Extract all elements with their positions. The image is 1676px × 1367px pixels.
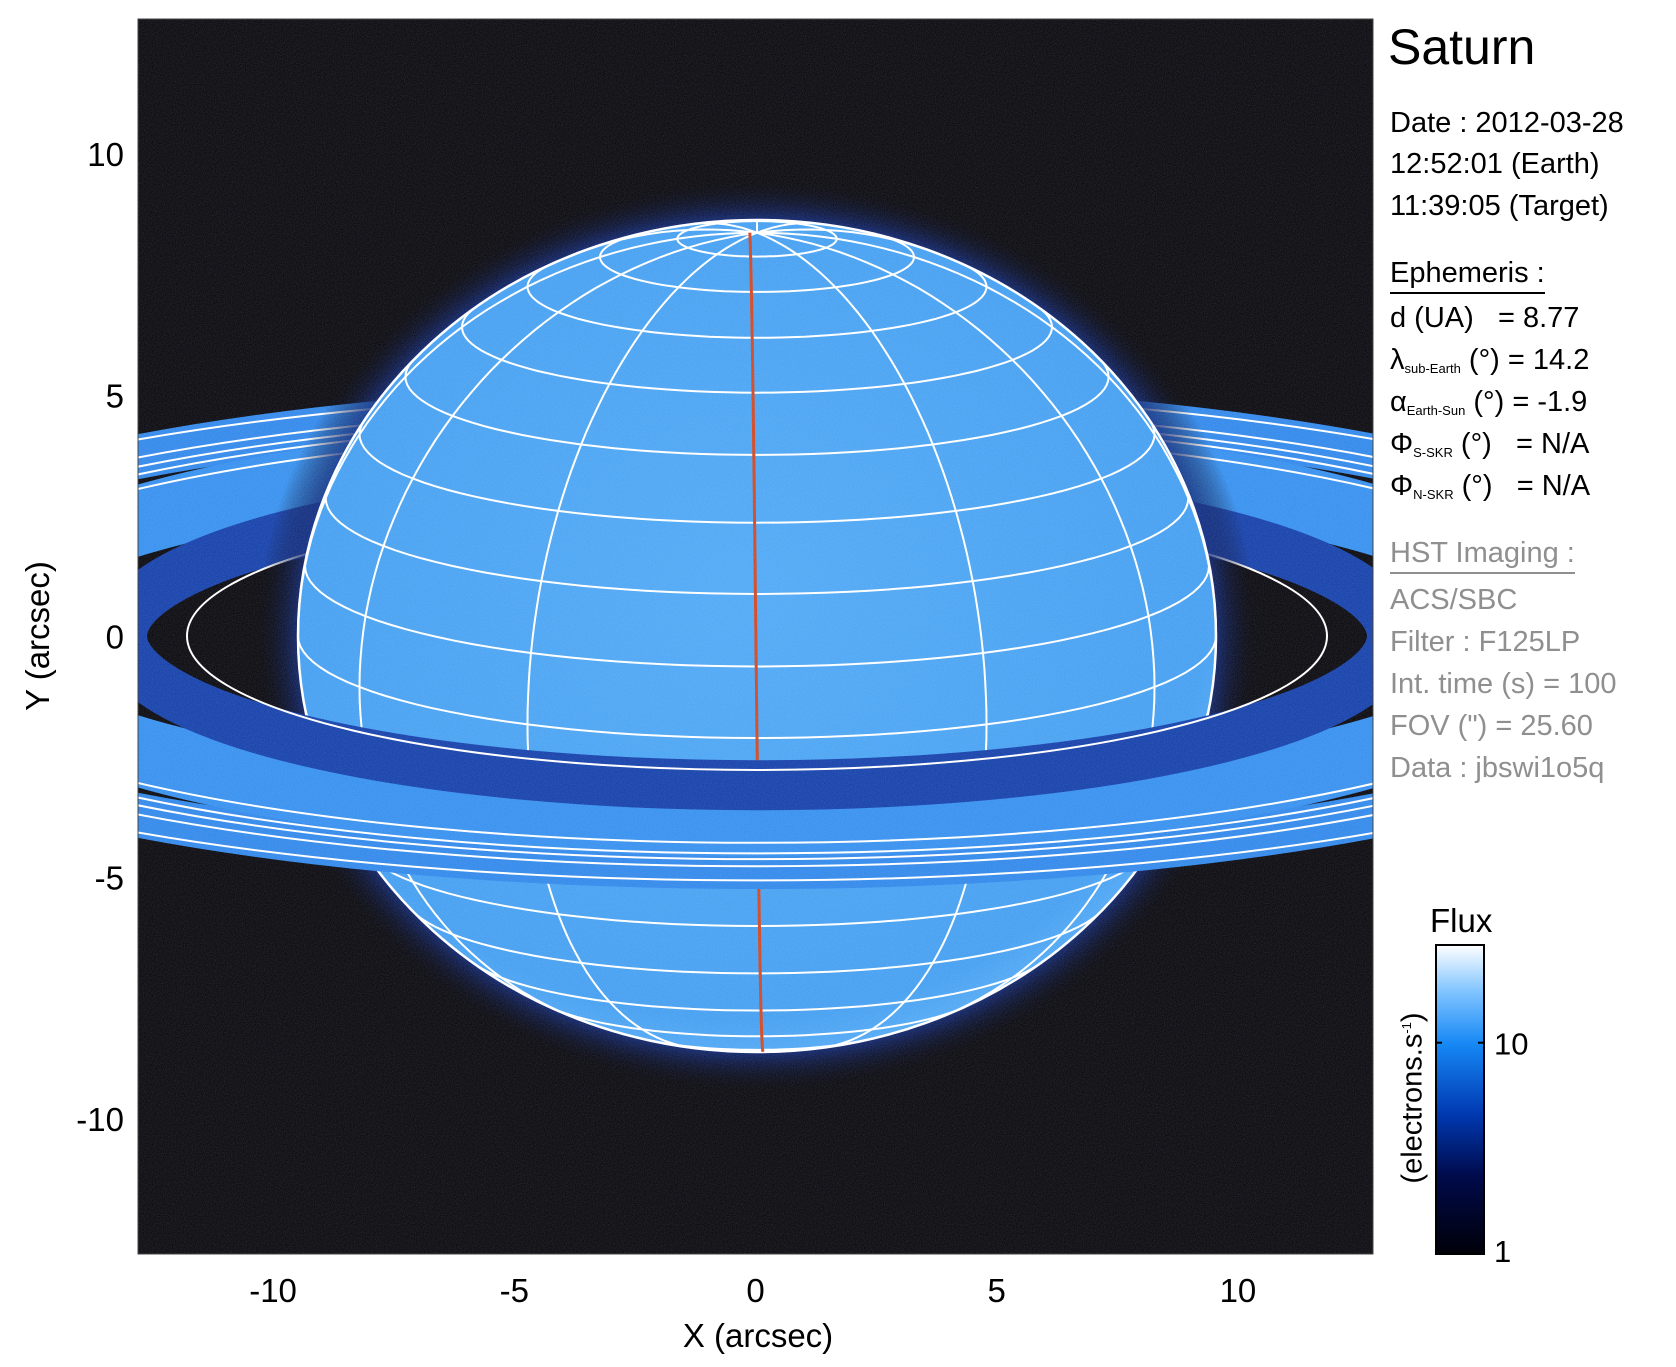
- ephemeris-value: (°) = 14.2: [1460, 344, 1590, 376]
- hst-info-line: Filter : F125LP: [1390, 626, 1581, 658]
- ephemeris-value: (°) = -1.9: [1465, 386, 1588, 418]
- ephemeris-subscript: sub-Earth: [1404, 361, 1461, 376]
- ephemeris-symbol: d (UA): [1390, 302, 1474, 334]
- y-tick-label: 10: [87, 136, 124, 173]
- y-tick-label: 5: [106, 377, 124, 414]
- time-target-text: 11:39:05 (Target): [1390, 190, 1609, 222]
- ephemeris-symbol: α: [1390, 386, 1407, 418]
- x-axis-label: X (arcsec): [682, 1317, 834, 1354]
- ephemeris-symbol: Φ: [1390, 428, 1414, 460]
- ephemeris-symbol: λ: [1390, 344, 1405, 376]
- colorbar-title: Flux: [1430, 902, 1493, 939]
- ephemeris-value: (°) = N/A: [1452, 428, 1590, 460]
- colorbar-label-sup: -1: [1398, 1022, 1414, 1034]
- ephemeris-row: d (UA) = 8.77: [1390, 304, 1579, 333]
- hst-heading: HST Imaging :: [1390, 539, 1575, 574]
- x-tick-label: -5: [500, 1272, 529, 1309]
- hst-info-line: Data : jbswi1o5q: [1390, 752, 1605, 784]
- x-tick-label: -10: [249, 1272, 297, 1309]
- ephemeris-value: (°) = N/A: [1453, 470, 1591, 502]
- ephemeris-row: αEarth-Sun (°) = -1.9: [1390, 388, 1587, 425]
- colorbar: [1435, 944, 1485, 1255]
- noise-texture: [138, 19, 1373, 1254]
- ephemeris-subscript: Earth-Sun: [1406, 403, 1466, 418]
- ephemeris-value: = 8.77: [1473, 302, 1580, 334]
- ephemeris-row: ΦS-SKR (°) = N/A: [1390, 430, 1589, 467]
- ephemeris-symbol: Φ: [1390, 470, 1414, 502]
- hst-info-line: Int. time (s) = 100: [1390, 668, 1617, 700]
- hst-info-line: ACS/SBC: [1390, 584, 1518, 616]
- colorbar-label-close: ): [1396, 1012, 1429, 1023]
- y-tick-label: -5: [95, 860, 124, 897]
- ephemeris-subscript: N-SKR: [1413, 487, 1454, 502]
- colorbar-label-text: (electrons.s: [1396, 1033, 1429, 1184]
- date-text: Date : 2012-03-28: [1390, 107, 1624, 139]
- colorbar-label: (electrons.s-1): [1397, 1012, 1430, 1183]
- y-axis-label: Y (arcsec): [19, 561, 56, 711]
- colorbar-tick-label: 1: [1494, 1234, 1511, 1269]
- x-tick-label: 0: [746, 1272, 764, 1309]
- target-title: Saturn: [1388, 19, 1536, 75]
- x-tick-label: 10: [1220, 1272, 1257, 1309]
- plot-frame: [137, 18, 1374, 1255]
- hst-info-line: FOV (") = 25.60: [1390, 710, 1593, 742]
- ephemeris-row: ΦN-SKR (°) = N/A: [1390, 472, 1590, 509]
- y-tick-label: -10: [76, 1101, 124, 1138]
- colorbar-tick-label: 10: [1494, 1027, 1528, 1062]
- time-earth-text: 12:52:01 (Earth): [1390, 148, 1600, 180]
- ephemeris-row: λsub-Earth (°) = 14.2: [1390, 346, 1589, 383]
- x-tick-label: 5: [988, 1272, 1006, 1309]
- y-tick-label: 0: [106, 619, 124, 656]
- ephemeris-heading: Ephemeris :: [1390, 259, 1545, 294]
- ephemeris-subscript: S-SKR: [1413, 445, 1453, 460]
